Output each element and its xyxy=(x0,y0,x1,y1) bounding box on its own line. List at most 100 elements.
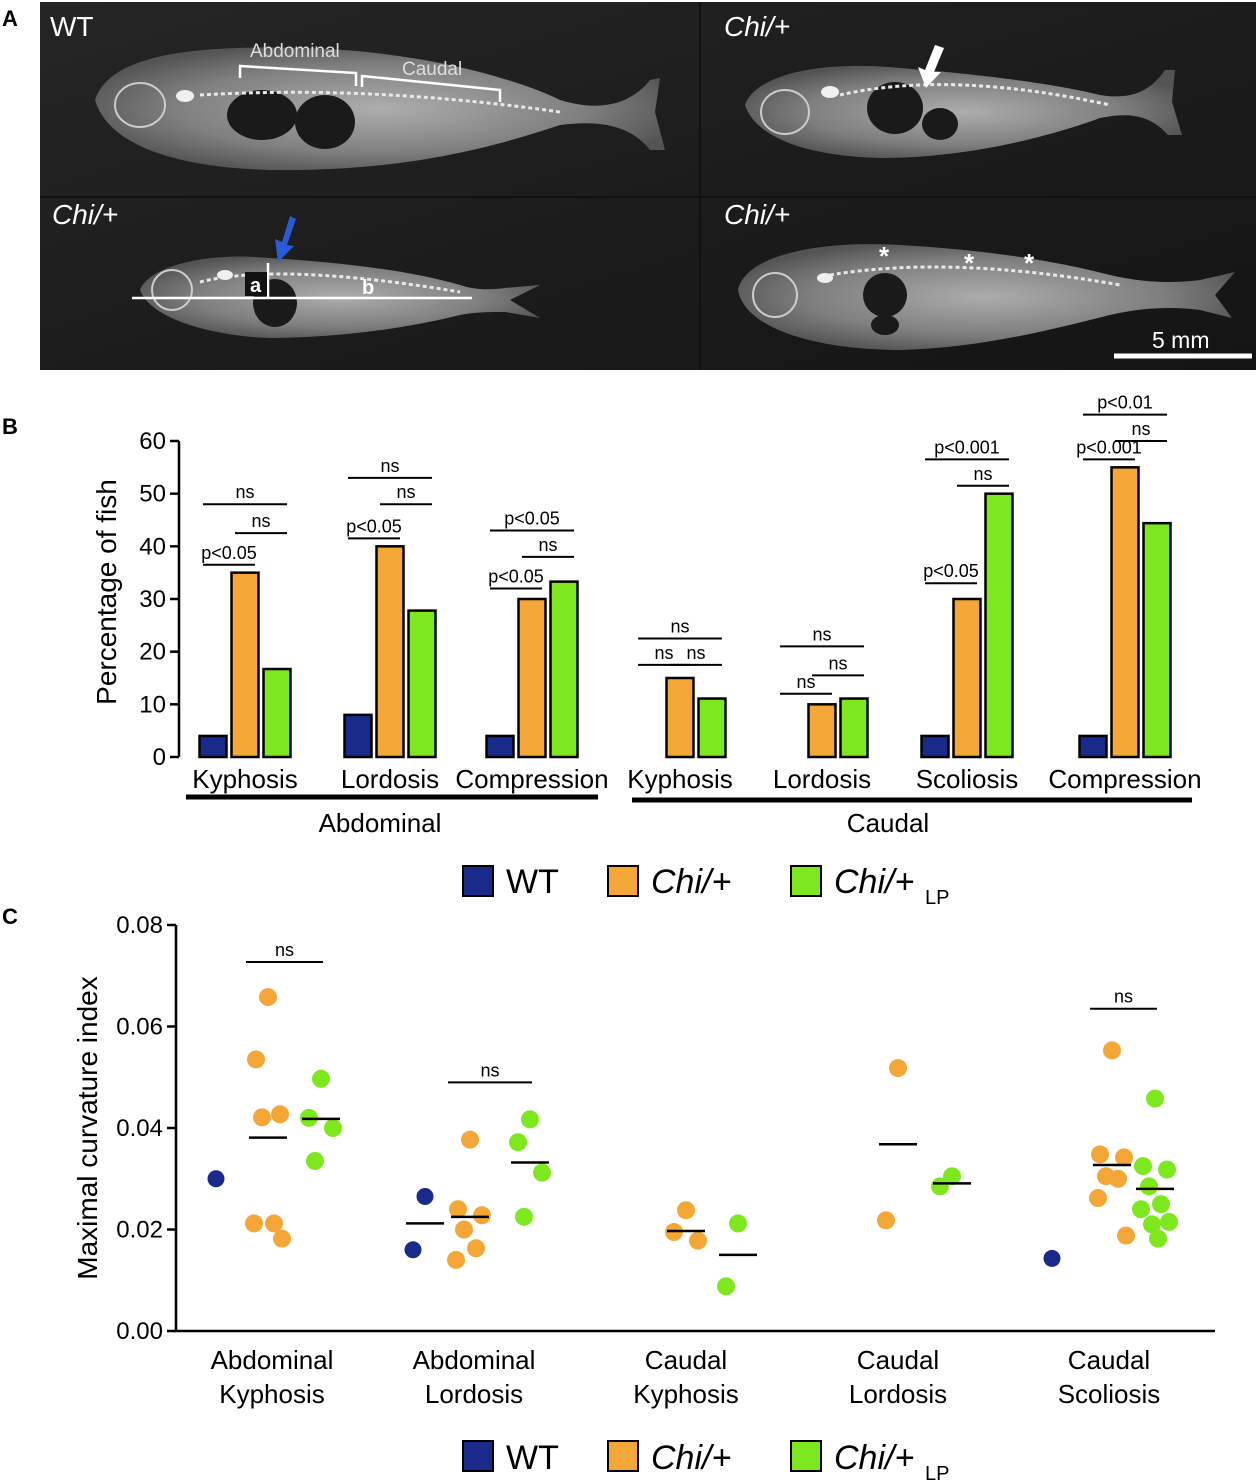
legend-swatch-chi-lp xyxy=(790,1440,822,1472)
point-chi-lp xyxy=(515,1207,533,1226)
scatter-legend: WT Chi/+ Chi/+ LP xyxy=(462,1439,949,1484)
scatter-y-ticks: 0.00 0.02 0.04 0.06 0.08 xyxy=(116,912,176,1345)
legend-swatch-wt xyxy=(462,865,494,897)
scatter-category-label-line1: Abdominal xyxy=(211,1345,334,1375)
point-chi xyxy=(1091,1145,1109,1164)
significance-label: p<0.01 xyxy=(1097,393,1153,413)
panel-label-a: A xyxy=(2,6,18,31)
bar-y-ticks: 0 10 20 30 40 50 60 xyxy=(139,428,179,771)
scatter-y-tick-label: 0.06 xyxy=(116,1014,163,1041)
bar-y-tick-label: 20 xyxy=(139,639,166,666)
image-label-chi-1: Chi/+ xyxy=(724,11,790,42)
significance-label: ns xyxy=(396,482,415,502)
fish-xray-chi-1 xyxy=(745,65,1182,158)
bar-category-label: Kyphosis xyxy=(192,764,298,794)
legend-swatch-chi xyxy=(607,1440,639,1472)
scatter-category-label-line2: Lordosis xyxy=(849,1379,947,1409)
bar-chi-2 xyxy=(517,597,547,759)
bar-y-tick-label: 40 xyxy=(139,533,166,560)
scatter-y-tick-label: 0.04 xyxy=(116,1115,163,1142)
scatter-y-tick-label: 0.02 xyxy=(116,1217,163,1244)
bar-chi-6 xyxy=(1110,466,1140,759)
legend-label-chi: Chi/+ xyxy=(651,863,731,901)
point-wt xyxy=(207,1170,225,1188)
point-chi-lp xyxy=(1146,1089,1164,1108)
point-chi-lp xyxy=(324,1119,342,1137)
bar-wt-0 xyxy=(198,734,228,759)
scatter-category-label-line2: Scoliosis xyxy=(1058,1379,1161,1409)
scatter-y-axis-label: Maximal curvature index xyxy=(72,976,103,1279)
point-chi xyxy=(1115,1148,1133,1167)
bar-chi-1 xyxy=(375,545,405,759)
measure-a-bg xyxy=(245,272,267,296)
bar-wt-5 xyxy=(920,734,950,759)
bar-chi-5 xyxy=(952,597,982,759)
significance-label: ns xyxy=(1114,987,1133,1007)
panel-c: C Maximal curvature index 0.000.020.040.… xyxy=(2,904,1215,1484)
point-chi-lp xyxy=(306,1151,324,1170)
panel-label-c: C xyxy=(2,904,18,929)
bar-chi-0 xyxy=(230,571,260,759)
point-chi-lp xyxy=(717,1277,735,1296)
bar-category-label: Lordosis xyxy=(341,764,439,794)
asterisk-2: * xyxy=(964,248,975,278)
significance-label: ns xyxy=(812,624,831,644)
point-chi-lp xyxy=(1140,1177,1158,1196)
panel-a: A WT Abdominal Caudal xyxy=(2,2,1256,370)
point-chi xyxy=(1089,1189,1107,1208)
bar-chi-lp-5 xyxy=(984,492,1014,759)
scatter-means xyxy=(249,1117,1174,1257)
point-chi-lp xyxy=(1132,1200,1150,1219)
region-label-abdominal: Abdominal xyxy=(250,41,340,62)
legend-label-wt: WT xyxy=(506,863,559,901)
point-wt xyxy=(1043,1249,1061,1267)
scatter-points xyxy=(207,988,1178,1296)
region-label-caudal: Caudal xyxy=(402,59,462,80)
significance-label: ns xyxy=(538,535,557,555)
significance-label: p<0.05 xyxy=(504,509,560,529)
significance-label: ns xyxy=(251,511,270,531)
significance-label: p<0.05 xyxy=(488,566,544,586)
bar-chi-4 xyxy=(807,703,837,759)
significance-label: p<0.05 xyxy=(201,543,257,563)
point-chi xyxy=(677,1201,695,1220)
bar-chi-3 xyxy=(665,676,695,759)
caudal-bracket xyxy=(360,74,502,102)
fish-xray-wt xyxy=(95,47,665,171)
legend-label-chi-lp: Chi/+ xyxy=(834,863,914,901)
bar-y-tick-label: 0 xyxy=(153,744,166,771)
bar-wt-6 xyxy=(1078,734,1108,759)
scatter-y-tick-label: 0.00 xyxy=(116,1318,163,1345)
point-chi xyxy=(461,1130,479,1149)
point-chi-lp xyxy=(931,1177,949,1196)
significance-label: p<0.05 xyxy=(346,516,402,536)
scatter-significance: ns ns ns xyxy=(246,940,1157,1084)
significance-label: ns xyxy=(380,456,399,476)
point-chi xyxy=(1117,1226,1135,1245)
point-chi xyxy=(271,1105,289,1124)
significance-label: ns xyxy=(796,672,815,692)
scale-bar-label: 5 mm xyxy=(1152,327,1210,353)
point-wt xyxy=(416,1188,434,1206)
group-label-abdominal: Abdominal xyxy=(319,808,442,838)
bar-wt-1 xyxy=(343,713,373,759)
point-chi xyxy=(689,1231,707,1250)
legend-swatch-wt xyxy=(462,1440,494,1472)
point-chi xyxy=(455,1220,473,1239)
point-chi xyxy=(247,1050,265,1069)
bar-y-tick-label: 10 xyxy=(139,691,166,718)
point-chi-lp xyxy=(729,1214,747,1233)
bar-chi-lp-0 xyxy=(262,667,292,759)
asterisk-1: * xyxy=(879,241,890,271)
point-wt xyxy=(404,1241,422,1259)
point-chi-lp xyxy=(312,1069,330,1088)
fish-xray-chi-3 xyxy=(738,244,1235,350)
significance-label: ns xyxy=(480,1060,499,1080)
scatter-category-label-line1: Caudal xyxy=(857,1345,939,1375)
asterisk-3: * xyxy=(1024,248,1035,278)
bar-y-axis-label: Percentage of fish xyxy=(91,479,122,705)
scatter-y-tick-label: 0.08 xyxy=(116,912,163,939)
point-chi xyxy=(253,1108,271,1127)
